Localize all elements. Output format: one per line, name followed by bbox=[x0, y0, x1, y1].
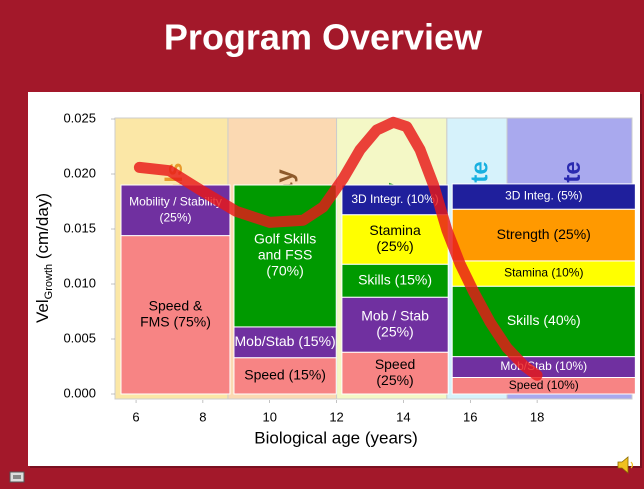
x-tick-label: 18 bbox=[530, 409, 544, 424]
segment-label: Speed bbox=[375, 356, 415, 372]
segment bbox=[120, 235, 231, 395]
segment bbox=[341, 351, 449, 395]
speaker-icon bbox=[617, 456, 634, 474]
x-tick-label: 12 bbox=[329, 409, 343, 424]
segment-label: Mobility / Stability bbox=[129, 194, 222, 208]
segment bbox=[341, 296, 449, 353]
segment-label: (70%) bbox=[266, 263, 303, 279]
segment bbox=[341, 263, 449, 298]
segment-label: (25%) bbox=[159, 210, 191, 224]
segment-label: Stamina bbox=[369, 222, 421, 238]
segment-label: Skills (15%) bbox=[358, 271, 432, 287]
segment-label: Speed & bbox=[149, 298, 203, 314]
segment-label: Strength (25%) bbox=[497, 226, 591, 242]
segment bbox=[341, 214, 449, 265]
segment bbox=[233, 326, 337, 359]
x-tick-label: 8 bbox=[199, 409, 206, 424]
y-axis-title: VelGrowth (cm/day) bbox=[33, 193, 54, 323]
segment-label: FMS (75%) bbox=[140, 314, 211, 330]
segment-label: (25%) bbox=[376, 372, 413, 388]
slide-icon bbox=[9, 471, 25, 483]
segment-label: (25%) bbox=[376, 238, 413, 254]
x-tick-label: 14 bbox=[396, 409, 410, 424]
segment bbox=[451, 260, 636, 287]
segment-label: (25%) bbox=[376, 323, 413, 339]
y-tick-label: 0.000 bbox=[63, 385, 96, 400]
x-tick-label: 10 bbox=[262, 409, 276, 424]
y-tick-label: 0.010 bbox=[63, 275, 96, 290]
growth-curve bbox=[133, 116, 543, 381]
y-tick-label: 0.015 bbox=[63, 220, 96, 235]
y-tick-label: 0.005 bbox=[63, 330, 96, 345]
segment bbox=[233, 357, 337, 395]
y-axis-title-sub: Growth bbox=[43, 264, 55, 299]
x-axis-title: Biological age (years) bbox=[254, 428, 417, 447]
x-tick-label: 6 bbox=[132, 409, 139, 424]
x-tick-label: 16 bbox=[463, 409, 477, 424]
plot-area: alsayyeteete0.0000.0050.0100.0150.0200.0… bbox=[63, 110, 636, 424]
segment-label: 3D Integ. (5%) bbox=[505, 189, 582, 203]
segment-label: 3D Integr. (10%) bbox=[351, 192, 438, 206]
y-axis-title-unit: (cm/day) bbox=[33, 193, 52, 264]
segment-label: Skills (40%) bbox=[507, 312, 581, 328]
segment bbox=[451, 183, 636, 210]
chart-title: Program Overview bbox=[164, 17, 483, 58]
y-tick-label: 0.025 bbox=[63, 110, 96, 125]
segment-label: Stamina (10%) bbox=[504, 266, 583, 280]
y-axis-title-main: Vel bbox=[33, 299, 52, 323]
y-tick-label: 0.020 bbox=[63, 165, 96, 180]
segment-label: Golf Skills bbox=[254, 231, 316, 247]
segment-label: and FSS bbox=[258, 247, 312, 263]
segment-label: Speed (10%) bbox=[509, 378, 579, 392]
segment-label: Mob/Stab (15%) bbox=[235, 333, 336, 349]
segment-label: Speed (15%) bbox=[244, 367, 326, 383]
segment-label: Mob / Stab bbox=[361, 307, 429, 323]
